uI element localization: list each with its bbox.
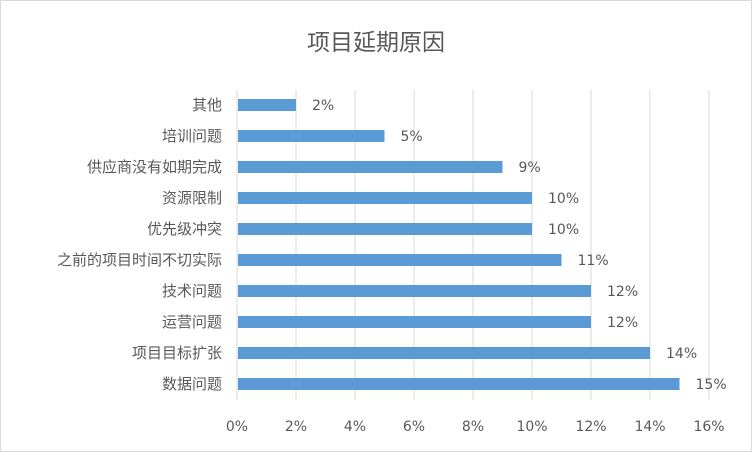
category-label: 之前的项目时间不切实际 bbox=[57, 251, 222, 269]
category-label: 资源限制 bbox=[162, 189, 222, 207]
data-label: 11% bbox=[578, 253, 609, 269]
bar bbox=[238, 347, 650, 359]
category-label: 其他 bbox=[192, 96, 222, 114]
data-label: 5% bbox=[401, 129, 423, 145]
data-label: 14% bbox=[666, 346, 697, 362]
data-label: 12% bbox=[607, 315, 638, 331]
data-label: 9% bbox=[519, 160, 541, 176]
data-label: 2% bbox=[312, 98, 334, 114]
x-tick-label: 8% bbox=[462, 419, 484, 435]
x-tick-label: 2% bbox=[285, 419, 307, 435]
x-tick-label: 0% bbox=[226, 419, 248, 435]
bar bbox=[238, 99, 296, 111]
category-label: 技术问题 bbox=[162, 282, 222, 300]
data-label: 10% bbox=[548, 222, 579, 238]
category-label: 项目目标扩张 bbox=[132, 344, 222, 362]
bar bbox=[238, 254, 562, 266]
x-tick-label: 10% bbox=[516, 419, 547, 435]
category-label: 数据问题 bbox=[162, 375, 222, 393]
bar bbox=[238, 192, 532, 204]
bar bbox=[238, 223, 532, 235]
bar bbox=[238, 130, 385, 142]
category-label: 培训问题 bbox=[162, 127, 222, 145]
data-label: 10% bbox=[548, 191, 579, 207]
x-tick-label: 16% bbox=[693, 419, 724, 435]
x-tick-label: 6% bbox=[403, 419, 425, 435]
chart-title: 项目延期原因 bbox=[307, 30, 445, 56]
x-tick-label: 12% bbox=[575, 419, 606, 435]
category-label: 优先级冲突 bbox=[147, 220, 222, 238]
x-tick-label: 14% bbox=[634, 419, 665, 435]
category-label: 供应商没有如期完成 bbox=[87, 158, 222, 176]
bar bbox=[238, 285, 591, 297]
bar bbox=[238, 161, 503, 173]
data-label: 12% bbox=[607, 284, 638, 300]
data-label: 15% bbox=[696, 377, 727, 393]
x-tick-label: 4% bbox=[344, 419, 366, 435]
category-label: 运营问题 bbox=[162, 313, 222, 331]
bar bbox=[238, 316, 591, 328]
bar bbox=[238, 378, 680, 390]
